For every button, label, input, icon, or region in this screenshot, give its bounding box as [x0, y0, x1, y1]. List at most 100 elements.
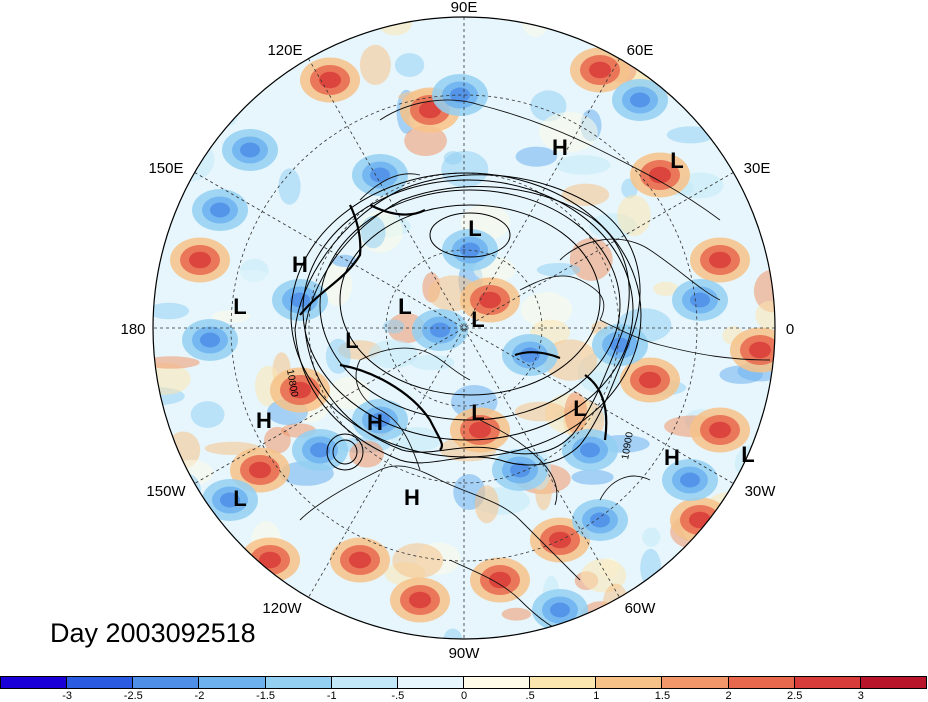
- longitude-label: 150W: [146, 483, 186, 500]
- cold-anomaly: [210, 202, 230, 218]
- colorbar-cell: [0, 676, 68, 689]
- anomaly-patch: [520, 17, 551, 37]
- meridian-line: [194, 172, 734, 484]
- anomaly-patch: [520, 292, 573, 328]
- cold-anomaly: [510, 462, 530, 478]
- colorbar-tick: .5: [525, 690, 535, 702]
- anomaly-patch: [392, 543, 444, 579]
- anomaly-patch: [332, 254, 357, 268]
- anomaly-patch: [349, 440, 384, 468]
- anomaly-patch: [360, 215, 386, 249]
- colorbar-cell: [132, 676, 200, 689]
- cold-anomaly: [590, 512, 610, 528]
- anomaly-patch: [713, 552, 772, 574]
- meridian-line: [308, 58, 620, 598]
- colorbar-cell: [330, 676, 398, 689]
- cold-anomaly: [630, 92, 650, 108]
- longitude-label: 60E: [627, 42, 654, 59]
- anomaly-patch: [328, 376, 370, 410]
- longitude-labels: 90E 60E 30E 0 30W 60W 90W 120W 150W 180 150E 120E: [120, 0, 794, 662]
- jet-contours: [299, 204, 608, 451]
- colorbar-cell: [66, 676, 134, 689]
- low-pressure-label: L: [398, 294, 411, 319]
- anomaly-patch: [703, 552, 759, 593]
- warm-anomaly: [349, 551, 371, 569]
- anomaly-patch: [666, 126, 715, 144]
- warm-anomaly: [189, 251, 211, 269]
- anomaly-patch: [264, 426, 291, 454]
- colorbar-tick: 1: [593, 690, 600, 702]
- coastlines: [299, 99, 771, 636]
- colorbar-tick: -.5: [391, 690, 405, 702]
- cold-anomaly: [370, 167, 390, 183]
- colorbar-tick-labels: -3 -2.5 -2 -1.5 -1 -.5 0 .5 1 1.5 2 2.5 3: [1, 690, 927, 702]
- colorbar-tick: -1.5: [256, 690, 276, 702]
- high-pressure-label: H: [292, 252, 308, 277]
- anomaly-patch: [359, 44, 391, 86]
- warm-anomaly: [249, 461, 271, 479]
- anomaly-patch: [720, 509, 742, 538]
- anomaly-patch: [153, 302, 190, 320]
- longitude-label: 150E: [148, 160, 183, 177]
- anomaly-patch: [340, 185, 360, 210]
- anomaly-patch: [153, 585, 165, 605]
- low-pressure-label: L: [345, 328, 358, 353]
- low-pressure-label: L: [741, 442, 754, 467]
- warm-anomaly: [289, 381, 311, 399]
- anomaly-patch: [190, 401, 225, 428]
- cold-anomaly: [200, 332, 220, 348]
- anomaly-patch: [568, 616, 622, 639]
- anomaly-patch: [686, 540, 721, 564]
- anomaly-patch: [555, 155, 611, 175]
- low-pressure-label: L: [233, 486, 246, 511]
- low-pressure-label: L: [471, 400, 484, 425]
- anomaly-patch: [441, 150, 489, 188]
- anomaly-patch: [649, 32, 685, 64]
- anomaly-patch: [324, 634, 342, 639]
- anomaly-patch: [653, 281, 679, 296]
- anomaly-patch: [186, 43, 226, 60]
- anomaly-patch: [218, 82, 253, 96]
- colorbar-tick: -1: [326, 690, 337, 702]
- anomaly-patch: [640, 548, 662, 587]
- anomaly-patch: [569, 238, 613, 281]
- anomaly-patch: [642, 527, 661, 547]
- cold-anomaly: [690, 292, 710, 308]
- cold-anomaly: [290, 292, 310, 308]
- high-pressure-label: H: [552, 135, 568, 160]
- cold-anomaly: [430, 322, 450, 338]
- warm-anomaly: [749, 341, 771, 359]
- anomaly-patch: [665, 566, 714, 596]
- anomaly-patch: [571, 469, 614, 485]
- colorbar-cell: [529, 676, 597, 689]
- anomaly-patch: [316, 619, 377, 639]
- longitude-label: 90W: [449, 645, 481, 662]
- colorbar-cell: [463, 676, 531, 689]
- anomaly-patch: [211, 310, 251, 323]
- anomaly-patch: [153, 105, 196, 142]
- anomaly-patch: [663, 622, 722, 639]
- anomaly-patch: [219, 98, 239, 127]
- low-pressure-label: L: [670, 148, 683, 173]
- high-pressure-label: H: [367, 410, 383, 435]
- colorbar: [0, 676, 927, 690]
- colorbar-tick: -3: [62, 690, 73, 702]
- meridian-line: [194, 172, 734, 484]
- cold-anomaly: [310, 442, 330, 458]
- anomaly-patch: [443, 628, 463, 639]
- low-pressure-label: L: [233, 294, 246, 319]
- anomaly-patch: [697, 591, 734, 630]
- anomaly-patch: [719, 17, 742, 29]
- longitude-label: 120W: [262, 600, 302, 617]
- colorbar-cell: [661, 676, 729, 689]
- longitude-label: 90E: [451, 0, 478, 16]
- low-pressure-label: L: [398, 294, 411, 319]
- warm-anomaly: [489, 571, 511, 589]
- contour-label-10900: 10900: [620, 431, 636, 461]
- anomaly-patch: [755, 300, 775, 330]
- anomaly-patch: [474, 485, 499, 524]
- warm-anomaly: [479, 291, 501, 309]
- anomaly-patch: [168, 459, 214, 486]
